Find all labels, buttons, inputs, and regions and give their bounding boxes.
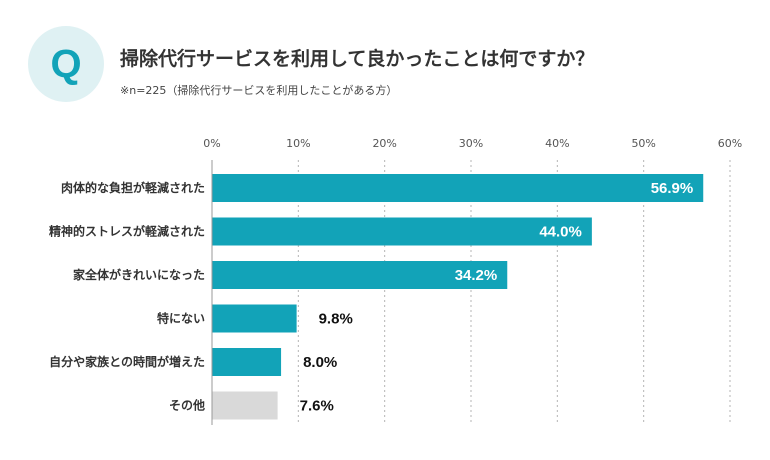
- x-tick-label: 50%: [631, 137, 655, 150]
- bar: [212, 261, 508, 289]
- value-label: 34.2%: [455, 267, 498, 284]
- value-label: 7.6%: [300, 398, 334, 415]
- category-labels: 肉体的な負担が軽減された精神的ストレスが軽減された家全体がきれいになった特にない…: [49, 180, 205, 413]
- x-tick-label: 0%: [203, 137, 220, 150]
- page-title: 掃除代行サービスを利用して良かったことは何ですか？: [120, 48, 595, 70]
- bar: [212, 217, 592, 246]
- x-tick-labels: 0% 10% 20% 30% 40% 50% 60%: [203, 137, 742, 150]
- value-labels: 56.9% 44.0% 34.2% 9.8% 8.0% 7.6%: [300, 180, 694, 415]
- category-label: 精神的ストレスが軽減された: [49, 224, 205, 239]
- value-label: 56.9%: [651, 180, 694, 197]
- x-tick-label: 30%: [459, 137, 483, 150]
- bar: [212, 348, 282, 376]
- sample-note: ※n=225（掃除代行サービスを利用したことがある方）: [120, 84, 398, 97]
- category-label: 家全体がきれいになった: [73, 267, 205, 282]
- question-badge: Q: [28, 26, 104, 102]
- category-label: その他: [169, 398, 205, 413]
- value-label: 44.0%: [539, 224, 582, 241]
- bar: [212, 304, 297, 333]
- x-tick-label: 20%: [372, 137, 396, 150]
- value-label: 8.0%: [303, 354, 337, 371]
- grid-lines: [297, 160, 731, 425]
- x-tick-label: 60%: [718, 137, 742, 150]
- category-label: 肉体的な負担が軽減された: [61, 180, 205, 195]
- category-label: 自分や家族との時間が増えた: [49, 354, 205, 369]
- question-letter: Q: [50, 41, 82, 86]
- bars: [212, 174, 704, 420]
- category-label: 特にない: [157, 311, 205, 326]
- value-label: 9.8%: [319, 311, 353, 328]
- bar: [212, 391, 278, 420]
- bar: [212, 174, 704, 202]
- x-tick-label: 40%: [545, 137, 569, 150]
- x-tick-label: 10%: [286, 137, 310, 150]
